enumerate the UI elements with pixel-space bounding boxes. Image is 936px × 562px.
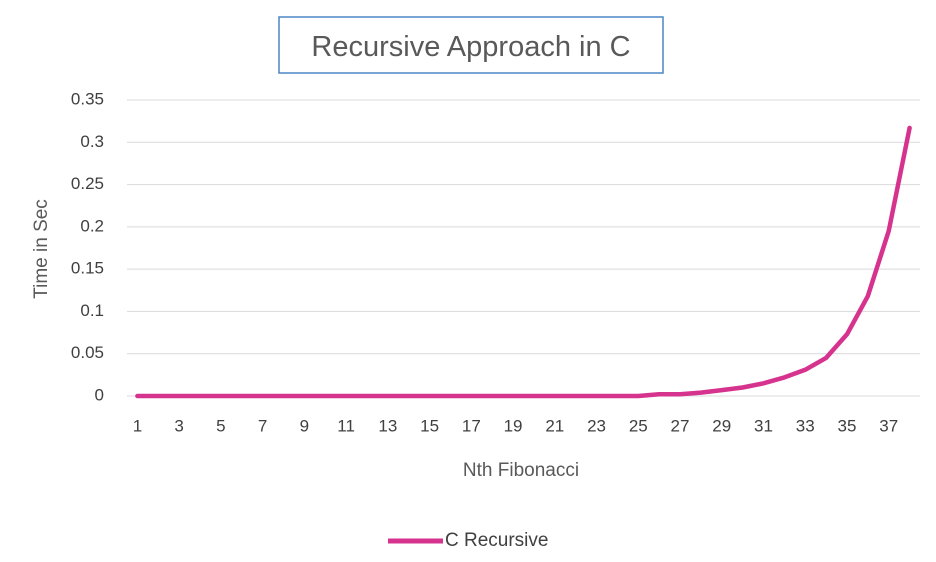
x-tick-label: 33 bbox=[796, 416, 815, 435]
x-tick-label: 17 bbox=[462, 416, 481, 435]
x-tick-label: 1 bbox=[133, 416, 142, 435]
gridlines bbox=[127, 99, 920, 355]
x-tick-label: 35 bbox=[837, 416, 856, 435]
chart-title-box bbox=[278, 16, 664, 74]
x-axis-title: Nth Fibonacci bbox=[463, 460, 579, 481]
legend: C Recursive bbox=[388, 530, 548, 551]
y-tick-label: 0.15 bbox=[71, 259, 104, 278]
x-tick-label: 31 bbox=[754, 416, 773, 435]
x-tick-label: 3 bbox=[174, 416, 183, 435]
y-tick-label: 0.1 bbox=[80, 301, 104, 320]
y-tick-label: 0.3 bbox=[80, 132, 104, 151]
x-tick-label: 5 bbox=[216, 416, 225, 435]
x-tick-label: 19 bbox=[504, 416, 523, 435]
y-tick-label: 0 bbox=[95, 385, 104, 404]
series-layer bbox=[135, 125, 912, 399]
y-axis-title: Time in Sec bbox=[31, 199, 52, 299]
x-tick-label: 7 bbox=[258, 416, 267, 435]
x-tick-label: 29 bbox=[712, 416, 731, 435]
x-axis-ticks: 1 3 5 7 9 11 13 15 17 19 21 23 25 27 29 31 33 35 37 bbox=[133, 416, 898, 435]
chart-title: Recursive Approach in C bbox=[311, 31, 630, 63]
y-tick-label: 0.05 bbox=[71, 343, 104, 362]
y-tick-label: 0.25 bbox=[71, 174, 104, 193]
x-tick-label: 11 bbox=[337, 416, 355, 435]
series-line-c-recursive bbox=[135, 125, 912, 399]
x-tick-label: 27 bbox=[671, 416, 690, 435]
x-tick-label: 21 bbox=[545, 416, 564, 435]
x-tick-label: 37 bbox=[879, 416, 898, 435]
x-tick-label: 15 bbox=[420, 416, 439, 435]
x-tick-label: 23 bbox=[587, 416, 606, 435]
y-axis-ticks: 0 0.05 0.1 0.15 0.2 0.25 0.3 0.35 bbox=[71, 89, 104, 404]
y-tick-label: 0.35 bbox=[71, 89, 104, 108]
x-tick-label: 13 bbox=[378, 416, 397, 435]
x-tick-label: 25 bbox=[629, 416, 648, 435]
y-tick-label: 0.2 bbox=[80, 216, 104, 235]
legend-label: C Recursive bbox=[445, 530, 548, 551]
x-tick-label: 9 bbox=[300, 416, 309, 435]
